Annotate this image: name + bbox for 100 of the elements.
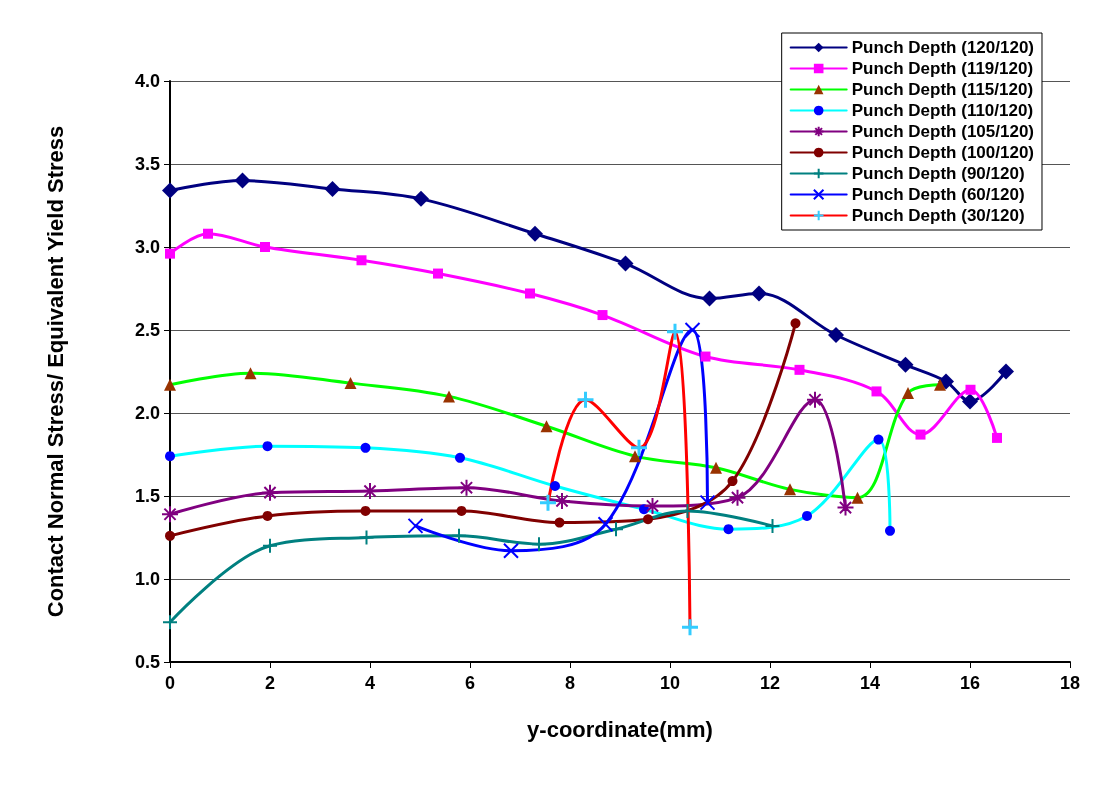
point (361, 482, 379, 501)
point (162, 614, 178, 631)
point (608, 521, 624, 538)
point (162, 182, 178, 199)
point (728, 488, 747, 507)
point (531, 536, 547, 553)
point (836, 498, 855, 517)
legend-label: Punch Depth (119/120) (851, 59, 1034, 78)
point (915, 429, 926, 440)
x-tick-label: 4 (364, 673, 376, 693)
point (629, 438, 649, 458)
point (784, 483, 796, 496)
y-tick-label: 2.5 (134, 320, 160, 340)
point (457, 478, 476, 497)
point (262, 441, 273, 452)
point (828, 326, 844, 343)
x-tick-label: 12 (759, 673, 781, 693)
point (597, 516, 614, 533)
point (165, 248, 175, 259)
point (902, 387, 914, 400)
x-tick-label: 2 (264, 673, 276, 693)
point (443, 390, 455, 403)
point (356, 255, 367, 266)
point (727, 476, 738, 487)
point (962, 393, 978, 410)
legend-label: Punch Depth (120/120) (851, 38, 1034, 57)
point (433, 268, 443, 279)
x-tick-label: 14 (859, 673, 881, 693)
x-tick-label: 10 (659, 673, 681, 693)
point (164, 378, 176, 391)
point (992, 432, 1002, 443)
point (897, 356, 914, 373)
y-tick-label: 4.0 (134, 71, 160, 91)
point (643, 514, 653, 525)
x-tick-label: 18 (1059, 673, 1081, 693)
point (554, 517, 565, 528)
legend-label: Punch Depth (100/120) (851, 143, 1034, 162)
point (360, 505, 371, 516)
y-tick-label: 1.5 (134, 486, 160, 506)
x-tick-label: 6 (464, 673, 476, 693)
point (794, 364, 805, 375)
point (699, 494, 716, 511)
point (597, 310, 608, 321)
point (553, 491, 571, 510)
legend-label: Punch Depth (105/120) (851, 122, 1034, 141)
point (802, 510, 812, 521)
point (684, 322, 701, 338)
point (324, 180, 341, 197)
point (576, 390, 595, 410)
point (617, 255, 634, 272)
point (525, 288, 535, 299)
point (806, 390, 824, 409)
point (503, 542, 519, 559)
point (455, 452, 465, 463)
legend-label: Punch Depth (115/120) (851, 80, 1034, 99)
point (723, 524, 734, 535)
point (873, 434, 884, 445)
point (751, 285, 767, 302)
point (700, 351, 711, 362)
point (629, 450, 641, 463)
point (998, 363, 1014, 380)
point (165, 530, 175, 541)
point (262, 537, 278, 554)
point (262, 510, 273, 521)
y-tick-label: 3.0 (134, 237, 160, 257)
point (764, 517, 781, 534)
point (344, 377, 357, 390)
point (538, 493, 558, 513)
point (540, 420, 553, 433)
point (203, 228, 213, 239)
point (527, 225, 543, 242)
point (260, 242, 270, 252)
legend-label: Punch Depth (90/120) (851, 164, 1025, 183)
y-axis-title: Contact Normal Stress/ Equivalent Yield Stress (42, 125, 68, 618)
point (261, 483, 279, 502)
y-tick-label: 3.5 (134, 154, 160, 174)
point (550, 481, 560, 492)
point (885, 525, 895, 536)
point (161, 505, 179, 524)
x-tick-label: 16 (959, 673, 981, 693)
legend-label: Punch Depth (30/120) (851, 206, 1025, 225)
y-tick-label: 2.0 (134, 403, 160, 423)
x-tick-label: 0 (164, 673, 176, 693)
point (456, 505, 467, 516)
point (965, 384, 976, 395)
point (358, 529, 375, 546)
point (790, 318, 801, 329)
point (710, 461, 722, 474)
point (451, 527, 467, 544)
point (871, 386, 882, 397)
point (934, 378, 946, 391)
point (665, 322, 685, 342)
point (413, 190, 429, 207)
legend-label: Punch Depth (110/120) (851, 101, 1034, 120)
point (407, 517, 424, 534)
point (851, 491, 864, 504)
point (701, 290, 718, 307)
y-tick-label: 1.0 (134, 569, 160, 589)
point (244, 367, 257, 380)
legend-label: Punch Depth (60/120) (851, 185, 1025, 204)
